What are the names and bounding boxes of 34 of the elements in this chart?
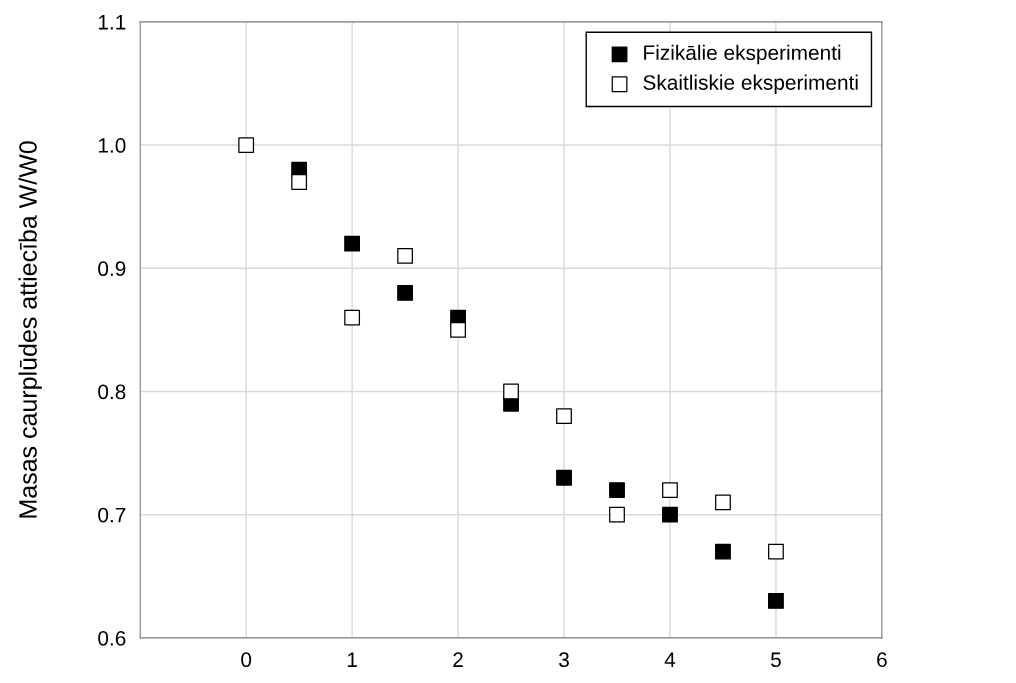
- x-tick-label: 5: [770, 652, 781, 668]
- point: [344, 235, 361, 252]
- legend-label: Skaitliskie eksperimenti: [643, 74, 858, 95]
- point: [715, 494, 731, 511]
- point: [450, 321, 466, 338]
- y-tick-label: 1.1: [98, 15, 126, 30]
- point: [715, 543, 731, 560]
- point: [662, 482, 678, 498]
- x-tick-label: 1: [347, 652, 357, 667]
- x-tick-label: 3: [559, 652, 569, 668]
- point: [662, 506, 678, 523]
- point: [238, 137, 255, 153]
- point: [503, 383, 519, 400]
- legend-label: Fizikālie eksperimenti: [644, 44, 841, 65]
- y-tick-label: 0.8: [98, 384, 126, 400]
- x-tick-label: 2: [453, 652, 463, 667]
- point: [556, 408, 572, 425]
- point: [397, 248, 414, 264]
- x-tick-label: 6: [877, 652, 887, 668]
- y-tick-label: 1.0: [98, 138, 126, 153]
- point: [768, 543, 784, 560]
- y-tick-label: 0.7: [98, 507, 126, 523]
- point: [768, 593, 784, 609]
- point: [556, 469, 572, 486]
- point: [344, 309, 361, 326]
- point: [291, 174, 308, 190]
- y-tick-label: 0.9: [98, 261, 126, 277]
- point: [609, 482, 625, 498]
- x-tick-label: 4: [664, 652, 676, 667]
- point: [609, 506, 625, 523]
- y-axis-title: Masas caurplūdes attiecība W/W0: [18, 141, 42, 518]
- x-tick-label: 0: [241, 652, 252, 668]
- y-tick-label: 0.6: [98, 630, 126, 646]
- point: [397, 285, 414, 301]
